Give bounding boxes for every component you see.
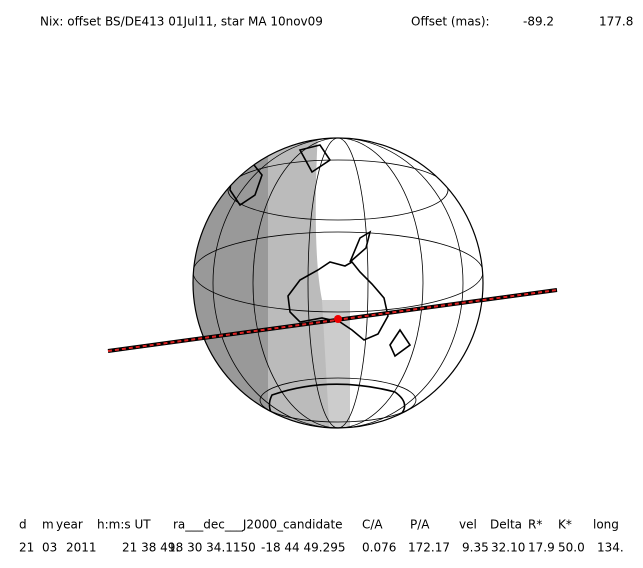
cell: 18 30 34.1150 <box>168 541 256 555</box>
column-header: long <box>593 518 619 532</box>
cell: 32.10 <box>491 541 525 555</box>
column-header: vel <box>459 518 477 532</box>
track <box>107 289 558 352</box>
cell: 9.35 <box>462 541 489 555</box>
event-point <box>334 315 342 323</box>
table: d m year h:m:s UT ra___dec___J2000_candidate… <box>19 518 624 555</box>
column-header: K* <box>558 518 572 532</box>
cell: 50.0 <box>558 541 585 555</box>
cell: 21 <box>19 541 34 555</box>
column-header: h:m:s UT <box>97 518 151 532</box>
cell: 17.9 <box>528 541 555 555</box>
column-header: ra___dec___J2000_candidate <box>173 518 343 532</box>
offset-value: -89.2 <box>523 15 554 29</box>
column-header: m <box>42 518 54 532</box>
column-header: Delta <box>490 518 522 532</box>
title: Nix: offset BS/DE413 01Jul11, star MA 10… <box>40 15 323 29</box>
cell: 03 <box>42 541 57 555</box>
column-header: R* <box>528 518 542 532</box>
cell: 0.076 <box>362 541 396 555</box>
offset-value: 177.8 <box>599 15 633 29</box>
column-header: C/A <box>362 518 383 532</box>
offset-label: Offset (mas): <box>411 15 490 29</box>
cell: 172.17 <box>408 541 450 555</box>
column-header: P/A <box>410 518 430 532</box>
globe <box>192 137 484 429</box>
cell: 134. <box>597 541 624 555</box>
column-header: year <box>56 518 83 532</box>
cell: 21 38 49. <box>122 541 179 555</box>
cell: -18 44 49.295 <box>261 541 346 555</box>
column-header: d <box>19 518 27 532</box>
cell: 2011 <box>66 541 97 555</box>
